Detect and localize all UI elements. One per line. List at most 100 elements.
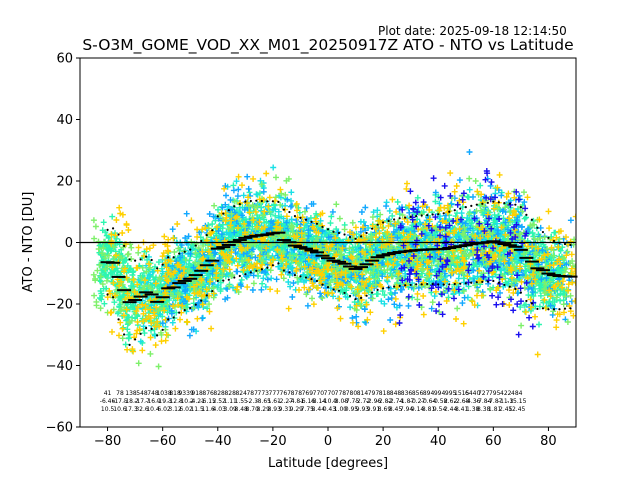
bin-std-marker [486,201,489,204]
bin-stat-label: -4.81 [289,398,305,405]
bin-stat-label: 3.12 [168,406,182,413]
bin-std-marker [227,209,230,212]
bin-std-marker [332,230,335,233]
bin-stat-label: 11.5 [190,406,204,413]
bin-std-marker [244,273,247,276]
bin-std-marker [288,271,291,274]
x-tick-label: 40 [430,434,447,449]
bin-std-marker [387,219,390,223]
x-tick-label: −20 [259,434,286,449]
bin-stat-label: -10.2 [178,398,194,405]
bin-std-marker [244,200,247,203]
bin-std-marker [255,199,258,202]
bin-std-marker [117,233,120,236]
bin-std-marker [393,218,396,221]
bin-std-marker [404,284,407,287]
bin-std-marker [409,283,412,287]
bin-stat-label: 8.69 [378,406,392,413]
bin-std-marker [156,267,159,270]
bin-std-marker [415,214,418,218]
bin-stat-label: 1.11 [223,398,237,405]
bin-stat-label: 2.44 [444,406,458,413]
bin-std-marker [481,280,484,283]
bin-std-marker [354,237,357,240]
bin-std-marker [161,328,164,331]
bin-stat-label: 41 [104,390,112,397]
bin-std-marker [161,263,164,266]
y-tick-label: 20 [56,175,73,190]
bin-std-marker [492,279,495,283]
bin-std-marker [541,307,545,310]
bin-std-marker [238,202,241,206]
bin-std-marker [122,244,126,247]
bin-stat-label: 12.45 [508,406,525,413]
bin-stat-label: 6.02 [179,406,193,413]
bin-std-marker [189,248,192,251]
bin-std-marker [448,210,451,213]
bin-stat-label: 8.70 [246,406,260,413]
bin-stat-label: 777 [269,390,281,397]
bin-stat-label: -16.9 [145,398,161,405]
bin-stat-label: -10.0 [322,398,338,405]
bin-std-marker [552,308,556,311]
bin-std-marker [310,277,313,281]
bin-std-marker [448,283,451,286]
bin-std-marker [503,283,506,287]
bin-std-marker [293,273,297,277]
bin-std-marker [189,306,192,310]
bin-std-marker [376,223,379,226]
bin-stat-label: -11.3 [498,398,514,405]
bin-stat-label: 876 [202,390,214,397]
bin-stat-label: 787 [246,390,258,397]
bin-stat-label: 780 [346,390,358,397]
bin-std-marker [431,282,434,286]
x-tick-label: −60 [149,434,176,449]
bin-stat-label: 1.38 [466,406,480,413]
bin-std-marker [277,262,280,265]
bin-std-marker [238,274,241,278]
bin-std-marker [398,284,401,287]
bin-stat-label: 6.02 [157,406,171,413]
bin-std-marker [178,252,181,255]
y-tick-label: 0 [65,236,73,251]
x-tick-label: −40 [204,434,231,449]
bin-std-marker [326,285,330,289]
bin-stat-label: 848 [390,390,402,397]
bin-stat-label: 1515 [454,390,469,397]
bin-std-marker [497,281,500,284]
bin-stat-label: 727 [478,390,490,397]
bin-stat-label: -7.75 [344,398,360,405]
bin-stat-label: 8.81 [422,406,436,413]
bin-stat-label: -4.21 [189,398,205,405]
bin-std-marker [194,244,197,247]
bin-std-marker [376,288,379,291]
bin-std-marker [216,279,219,283]
bin-std-marker [486,280,489,283]
x-tick-label: 20 [375,434,392,449]
bin-stat-label: 994 [434,390,446,397]
bin-std-marker [211,289,214,293]
bin-stat-label: 9.14 [411,406,425,413]
bin-std-marker [558,308,561,311]
bin-stat-label: 748 [147,390,159,397]
bin-stat-label: -0.64 [421,398,437,405]
bin-stat-label: 7.94 [400,406,414,413]
bin-std-marker [227,278,230,281]
bin-std-marker [470,281,473,284]
bin-stat-label: 828 [224,390,236,397]
x-tick-label: −80 [94,434,121,449]
bin-std-marker [552,239,556,243]
bin-stat-label: 2.45 [499,406,513,413]
bin-stat-label: -6.15 [200,398,216,405]
bin-std-marker [332,288,335,291]
bin-stat-label: -17.7 [134,398,150,405]
bin-std-marker [260,268,263,271]
bin-std-marker [541,230,545,234]
bin-std-marker [282,269,286,272]
bin-std-marker [426,214,429,217]
bin-std-marker [348,235,352,239]
bin-std-marker [326,228,330,231]
bin-std-marker [200,299,203,302]
bin-stat-label: 797 [368,390,380,397]
data-point-cloud [90,149,576,370]
